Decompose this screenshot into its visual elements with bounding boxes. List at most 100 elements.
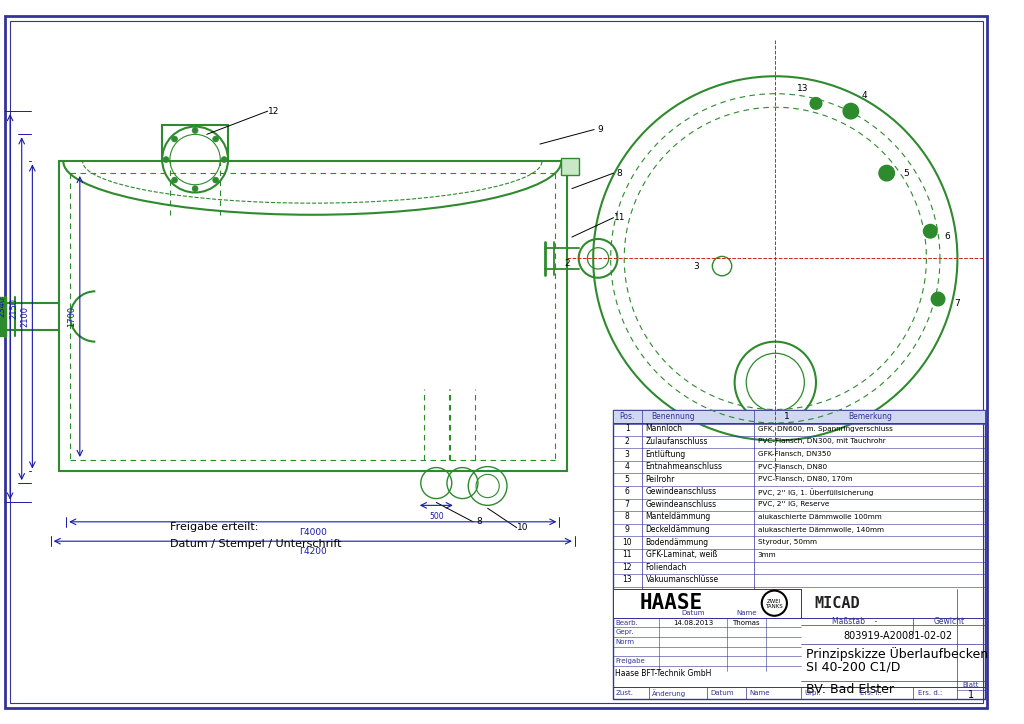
- Bar: [612, 411, 984, 699]
- Text: MICAD: MICAD: [814, 596, 860, 610]
- Text: 9: 9: [597, 125, 603, 134]
- Text: Datum: Datum: [681, 610, 705, 616]
- Text: BV: Bad Elster: BV: Bad Elster: [806, 683, 894, 696]
- Text: Ers. d.:: Ers. d.:: [918, 690, 942, 696]
- Bar: [612, 589, 802, 618]
- Text: Zust.: Zust.: [615, 690, 634, 696]
- Bar: [612, 411, 984, 424]
- Text: 3: 3: [693, 261, 698, 271]
- Circle shape: [193, 127, 198, 133]
- Text: alukaschierte Dämmwolle, 140mm: alukaschierte Dämmwolle, 140mm: [758, 526, 884, 533]
- Text: 11: 11: [623, 550, 632, 559]
- Text: 8: 8: [625, 513, 630, 521]
- Text: 3mm: 3mm: [758, 552, 776, 557]
- Text: Peilrohr: Peilrohr: [645, 475, 675, 484]
- Circle shape: [762, 591, 786, 616]
- Text: Haase BFT-Technik GmbH: Haase BFT-Technik GmbH: [615, 670, 712, 678]
- Text: 1: 1: [625, 424, 630, 434]
- Text: Zulaufanschluss: Zulaufanschluss: [645, 437, 708, 446]
- Bar: [561, 158, 579, 175]
- Text: 2: 2: [564, 258, 570, 268]
- Circle shape: [213, 136, 218, 142]
- Text: Bodendämmung: Bodendämmung: [645, 538, 709, 547]
- Text: Entlüftung: Entlüftung: [645, 450, 686, 458]
- Text: Name: Name: [736, 610, 757, 616]
- Text: Vakuumanschlüsse: Vakuumanschlüsse: [645, 576, 719, 584]
- Text: 6: 6: [945, 232, 950, 240]
- Text: PVC-Flansch, DN80: PVC-Flansch, DN80: [758, 463, 827, 470]
- Text: Freigabe: Freigabe: [615, 658, 645, 665]
- Text: Manteldämmung: Manteldämmung: [645, 513, 711, 521]
- Text: 12: 12: [268, 106, 280, 116]
- Text: 3: 3: [625, 450, 630, 458]
- Text: PVC, 2'' IG, 1. Überfüllsicherung: PVC, 2'' IG, 1. Überfüllsicherung: [758, 488, 873, 496]
- Text: Urpr.: Urpr.: [805, 690, 821, 696]
- Text: 8: 8: [476, 518, 481, 526]
- Text: PVC-Flansch, DN80, 170m: PVC-Flansch, DN80, 170m: [758, 476, 852, 482]
- Circle shape: [810, 98, 822, 109]
- Text: 6: 6: [625, 487, 630, 496]
- Text: Änderung: Änderung: [652, 689, 686, 697]
- Text: Blatt: Blatt: [963, 681, 979, 688]
- Text: Gewindeanschluss: Gewindeanschluss: [645, 500, 717, 509]
- Text: PVC-Flansch, DN300, mit Tauchrohr: PVC-Flansch, DN300, mit Tauchrohr: [758, 439, 886, 445]
- Bar: [58, 161, 567, 471]
- Text: HAASE: HAASE: [639, 593, 702, 613]
- Text: PVC, 2'' IG, Reserve: PVC, 2'' IG, Reserve: [758, 502, 829, 508]
- Text: Prinzipskizze Überlaufbecken: Prinzipskizze Überlaufbecken: [806, 647, 988, 660]
- Text: Gewicht: Gewicht: [934, 617, 966, 626]
- Text: 5: 5: [625, 475, 630, 484]
- Circle shape: [879, 165, 894, 181]
- Text: Ers. f.:: Ers. f.:: [859, 690, 882, 696]
- Text: Deckeldämmung: Deckeldämmung: [645, 525, 711, 534]
- Text: Γ4000: Γ4000: [299, 528, 327, 537]
- Text: alukaschierte Dämmwolle 100mm: alukaschierte Dämmwolle 100mm: [758, 514, 882, 520]
- Text: 4: 4: [861, 91, 867, 100]
- Text: Thomas: Thomas: [732, 620, 760, 626]
- Text: 5: 5: [903, 169, 909, 177]
- Text: Mannloch: Mannloch: [645, 424, 683, 434]
- Text: Γ4200: Γ4200: [299, 547, 327, 556]
- Text: 9: 9: [625, 525, 630, 534]
- Circle shape: [213, 177, 218, 183]
- Text: 2150: 2150: [9, 298, 18, 319]
- Circle shape: [172, 136, 177, 142]
- Text: 12: 12: [623, 563, 632, 572]
- Text: 7: 7: [954, 300, 961, 308]
- Text: 1: 1: [968, 690, 974, 700]
- Text: Entnahmeanschluss: Entnahmeanschluss: [645, 462, 723, 471]
- Circle shape: [924, 224, 937, 238]
- Text: TANKS: TANKS: [766, 604, 783, 609]
- Text: 7: 7: [625, 500, 630, 509]
- Text: GFK, DN600, m. Spannringverschluss: GFK, DN600, m. Spannringverschluss: [758, 426, 893, 432]
- Text: 13: 13: [623, 576, 632, 584]
- Text: 2100: 2100: [20, 306, 29, 327]
- Text: GFK-Flansch, DN350: GFK-Flansch, DN350: [758, 451, 831, 457]
- Text: Datum / Stempel / Unterschrift: Datum / Stempel / Unterschrift: [170, 539, 341, 549]
- Text: Bearb.: Bearb.: [615, 620, 638, 626]
- Text: Foliendach: Foliendach: [645, 563, 687, 572]
- Text: GFK-Laminat, weiß: GFK-Laminat, weiß: [645, 550, 717, 559]
- Text: 2340: 2340: [0, 296, 7, 317]
- Text: Pos.: Pos.: [620, 412, 635, 421]
- Circle shape: [172, 177, 177, 183]
- Circle shape: [221, 156, 227, 162]
- Circle shape: [193, 186, 198, 192]
- Text: 14.08.2013: 14.08.2013: [673, 620, 713, 626]
- Text: Name: Name: [750, 690, 770, 696]
- Circle shape: [931, 292, 945, 306]
- Circle shape: [843, 104, 858, 119]
- Text: Bemerkung: Bemerkung: [848, 412, 892, 421]
- Text: Norm: Norm: [615, 639, 635, 645]
- Text: Gewindeanschluss: Gewindeanschluss: [645, 487, 717, 496]
- Text: 2: 2: [625, 437, 630, 446]
- Text: ZWEI: ZWEI: [767, 599, 781, 604]
- Text: 11: 11: [613, 213, 625, 222]
- Text: Styrodur, 50mm: Styrodur, 50mm: [758, 539, 817, 545]
- Text: Freigabe erteilt:: Freigabe erteilt:: [170, 522, 258, 531]
- Text: 13: 13: [797, 85, 808, 93]
- Text: Maßstab    -: Maßstab -: [833, 617, 878, 626]
- Circle shape: [163, 156, 169, 162]
- Text: 10: 10: [517, 523, 528, 532]
- Text: Benennung: Benennung: [651, 412, 694, 421]
